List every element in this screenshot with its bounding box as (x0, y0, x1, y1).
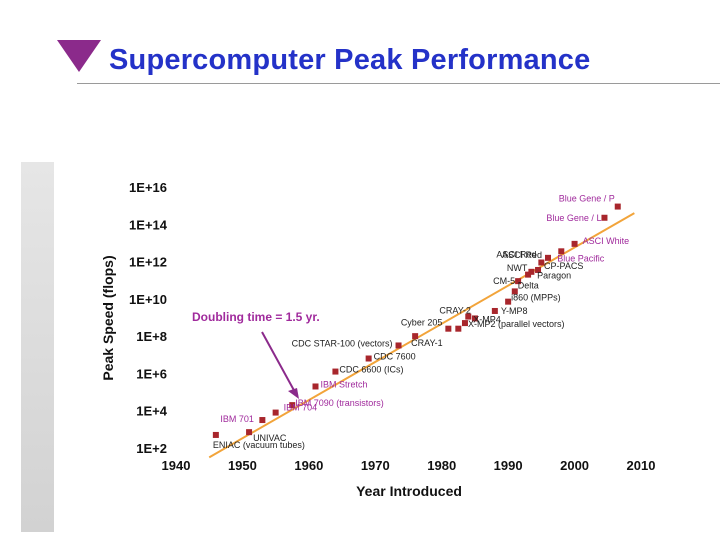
slide-header: Supercomputer Peak Performance (55, 30, 720, 86)
data-point (525, 271, 532, 278)
title-triangle-icon (57, 40, 101, 72)
x-tick-label: 2000 (560, 458, 589, 473)
data-point (445, 325, 452, 332)
data-point-label: IBM 7090 (transistors) (295, 398, 384, 408)
x-tick-label: 1990 (494, 458, 523, 473)
data-point-label: Y-MP8 (501, 306, 528, 316)
data-point (365, 355, 372, 362)
data-point-label: IBM Stretch (321, 379, 368, 389)
data-point-label: Blue Gene / L (546, 213, 601, 223)
data-point (535, 266, 542, 273)
y-tick-label: 1E+6 (136, 366, 167, 381)
y-tick-label: 1E+8 (136, 329, 167, 344)
data-point-label: ASCI White (583, 236, 630, 246)
data-point-label: ASCI Red (496, 250, 536, 260)
data-point-label: CM-5 (493, 276, 515, 286)
data-point (515, 278, 522, 285)
data-point-label: CDC 7600 (374, 352, 416, 362)
data-point (212, 431, 219, 438)
doubling-time-annotation: Doubling time = 1.5 yr. (192, 310, 320, 324)
y-tick-label: 1E+14 (129, 217, 168, 232)
slide-title: Supercomputer Peak Performance (109, 44, 591, 76)
data-point-label: Blue Gene / P (559, 194, 615, 204)
y-tick-label: 1E+12 (129, 255, 167, 270)
trend-line (208, 212, 635, 459)
y-tick-label: 1E+4 (136, 404, 167, 419)
annotation-arrowhead (288, 388, 299, 399)
x-tick-label: 1970 (361, 458, 390, 473)
data-point (461, 320, 468, 327)
y-tick-label: 1E+2 (136, 441, 167, 456)
data-point (528, 268, 535, 275)
data-point-label: Paragon (537, 271, 571, 281)
data-point (312, 383, 319, 390)
data-point-label: CP-PACS (544, 261, 583, 271)
data-point (558, 248, 565, 255)
data-point-label: UNIVAC (253, 433, 287, 443)
data-point (289, 402, 296, 409)
data-point (395, 342, 402, 349)
data-point-label: Delta (518, 280, 539, 290)
x-tick-label: 1960 (294, 458, 323, 473)
data-point (272, 409, 279, 416)
data-point-label: IBM 704 (284, 403, 318, 413)
data-point (471, 315, 478, 322)
data-point-label: CRAY-1 (411, 338, 443, 348)
data-point (614, 203, 621, 210)
title-underline (77, 83, 720, 84)
y-tick-label: 1E+10 (129, 292, 167, 307)
data-point (246, 429, 253, 436)
data-point (511, 288, 518, 295)
data-point-label: Blue Pacific (557, 253, 605, 263)
y-axis-title: Peak Speed (flops) (100, 255, 116, 380)
data-point-label: ENIAC (vacuum tubes) (213, 440, 305, 450)
data-point (332, 368, 339, 375)
data-point-label: CDC STAR-100 (vectors) (292, 338, 393, 348)
x-tick-label: 2010 (627, 458, 656, 473)
data-point (465, 313, 472, 320)
x-tick-label: 1950 (228, 458, 257, 473)
data-point-label: CRAY-2 (439, 305, 471, 315)
side-decoration-bar (21, 162, 54, 532)
data-point-label: NWT (507, 263, 528, 273)
data-point-label: X-MP4 (473, 315, 501, 325)
x-tick-label: 1980 (427, 458, 456, 473)
data-point (571, 240, 578, 247)
y-tick-label: 1E+16 (129, 180, 167, 195)
data-point (491, 307, 498, 314)
data-point (412, 333, 419, 340)
data-point-label: X-MP2 (parallel vectors) (468, 319, 565, 329)
x-axis-title: Year Introduced (356, 483, 462, 499)
data-point-label: ASCI Red (502, 250, 542, 260)
data-point-label: Cyber 205 (401, 318, 443, 328)
data-point (545, 254, 551, 261)
annotation-arrow (261, 331, 297, 395)
data-point (505, 298, 512, 305)
data-point (259, 417, 266, 424)
data-point (455, 325, 462, 332)
data-point (538, 259, 545, 266)
data-point-label: i860 (MPPs) (511, 293, 561, 303)
data-point-label: IBM 701 (220, 414, 254, 424)
data-point (601, 214, 608, 221)
data-point-label: CDC 6600 (ICs) (339, 365, 403, 375)
x-tick-label: 1940 (162, 458, 191, 473)
